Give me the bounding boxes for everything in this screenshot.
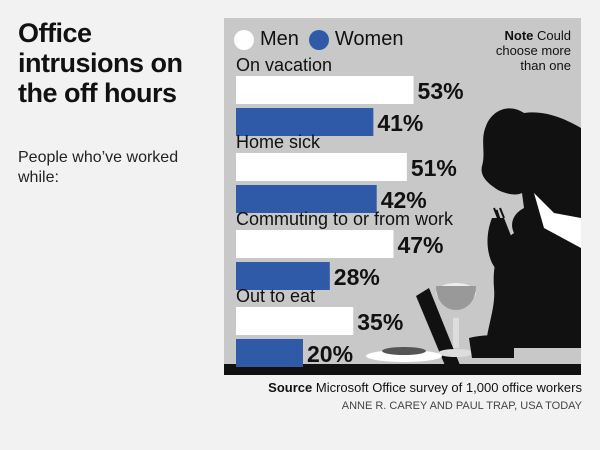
- bar-men: [236, 76, 414, 104]
- data-label-men: 47%: [397, 232, 443, 258]
- data-label-men: 35%: [357, 309, 403, 335]
- worker-silhouette-illustration: [224, 108, 581, 375]
- category-label: Home sick: [236, 132, 321, 152]
- credit-line: ANNE R. CAREY AND PAUL TRAP, USA TODAY: [341, 400, 582, 412]
- bar-women: [236, 108, 374, 136]
- data-label-women: 42%: [381, 187, 427, 213]
- legend-swatch-men: [234, 29, 254, 50]
- source-line: Source Microsoft Office survey of 1,000 …: [268, 380, 582, 395]
- legend-item-men: Men: [234, 28, 299, 51]
- category-label: On vacation: [236, 55, 332, 75]
- data-label-women: 41%: [377, 110, 423, 136]
- data-label-women: 20%: [307, 341, 353, 367]
- bar-men: [236, 153, 407, 181]
- data-label-women: 28%: [334, 264, 380, 290]
- source-label: Source: [268, 380, 313, 395]
- chart-title: Office intrusions on the off hours: [18, 18, 183, 108]
- chart-legend: Men Women: [234, 28, 413, 51]
- category-label: Out to eat: [236, 286, 315, 306]
- data-label-men: 51%: [411, 155, 457, 181]
- source-text: Microsoft Office survey of 1,000 office …: [315, 380, 582, 395]
- legend-item-women: Women: [308, 28, 404, 51]
- legend-label-men: Men: [260, 28, 299, 50]
- bar-men: [236, 230, 394, 258]
- bar-men: [236, 307, 354, 335]
- bar-women: [236, 262, 330, 290]
- bar-women: [236, 185, 377, 213]
- legend-label-women: Women: [334, 28, 404, 50]
- legend-swatch-women: [308, 29, 329, 50]
- note-label: Note: [504, 28, 534, 43]
- data-label-men: 53%: [418, 78, 464, 104]
- category-label: Commuting to or from work: [236, 209, 454, 229]
- chart-subtitle: People who’ve worked while:: [18, 149, 179, 186]
- chart-note: Note Could choose more than one: [485, 28, 571, 73]
- bar-women: [236, 339, 303, 367]
- note-text: Could choose more than one: [495, 28, 571, 73]
- bar-chart: On vacation 53% 41% Home sick 51% 42%Commutin…: [236, 55, 464, 367]
- chart-panel: On vacation 53% 41% Home sick 51% 42% Commutin…: [224, 18, 581, 375]
